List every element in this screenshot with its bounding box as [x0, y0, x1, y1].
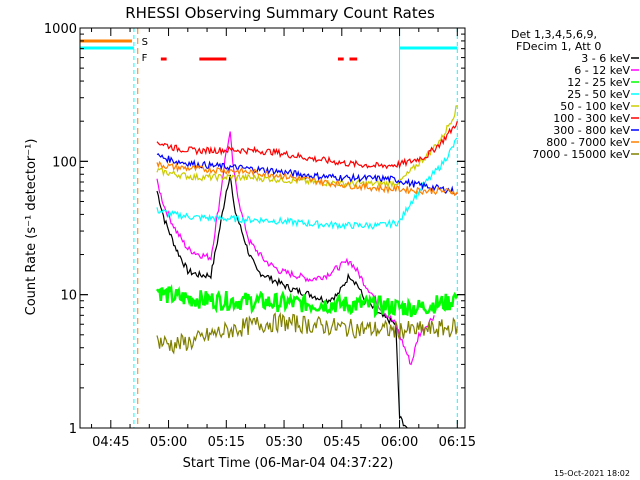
y-tick-label: 1 [69, 422, 77, 437]
legend-entry: 50 - 100 keV [560, 100, 630, 113]
legend-entry: 12 - 25 keV [567, 76, 630, 89]
x-tick-label: 05:45 [323, 435, 360, 450]
y-tick-label: 10 [60, 289, 77, 304]
legend-header-line-1: Det 1,3,4,5,6,9, [511, 28, 597, 41]
legend-entry: 7000 - 15000 keV [532, 148, 630, 161]
x-tick-label: 05:15 [208, 435, 245, 450]
series-line-2 [155, 283, 459, 319]
x-tick-label: 05:30 [265, 435, 302, 450]
legend-entry: 25 - 50 keV [567, 88, 630, 101]
series-lines [155, 105, 459, 429]
legend-entry: 6 - 12 keV [574, 64, 630, 77]
series-line-7 [156, 160, 458, 197]
marker-label-f: F [142, 53, 148, 64]
series-line-5 [156, 121, 458, 170]
x-tick-label: 05:00 [150, 435, 187, 450]
chart-title: RHESSI Observing Summary Count Rates [125, 4, 435, 22]
legend-header-line-2: FDecim 1, Att 0 [516, 40, 601, 53]
axes: 1 10 100 1000 04:45 05:00 05:15 05:30 05:45 06:00… [44, 22, 476, 450]
x-tick-label: 04:45 [92, 435, 129, 450]
series-line-6 [156, 153, 458, 195]
timestamp-footer: 15-Oct-2021 18:02 [554, 469, 630, 478]
series-line-3 [156, 137, 458, 231]
x-tick-label: 06:00 [381, 435, 418, 450]
y-tick-label: 1000 [44, 22, 77, 37]
saa-and-flare-bars: SF [79, 28, 458, 428]
legend-entry: 100 - 300 keV [553, 112, 630, 125]
marker-label-s: S [142, 37, 148, 48]
plot-frame [79, 27, 466, 429]
series-line-1 [156, 131, 435, 366]
y-axis-label: Count Rate (s⁻¹ detector⁻¹) [24, 139, 39, 316]
y-tick-label: 100 [52, 155, 77, 170]
legend-entry: 800 - 7000 keV [546, 136, 630, 149]
series-line-4 [156, 105, 458, 190]
series-line-8 [156, 311, 458, 355]
x-axis-label: Start Time (06-Mar-04 04:37:22) [183, 456, 394, 471]
x-tick-label: 06:15 [439, 435, 476, 450]
legend-entry: 300 - 800 keV [553, 124, 630, 137]
legend-entry: 3 - 6 keV [581, 52, 630, 65]
